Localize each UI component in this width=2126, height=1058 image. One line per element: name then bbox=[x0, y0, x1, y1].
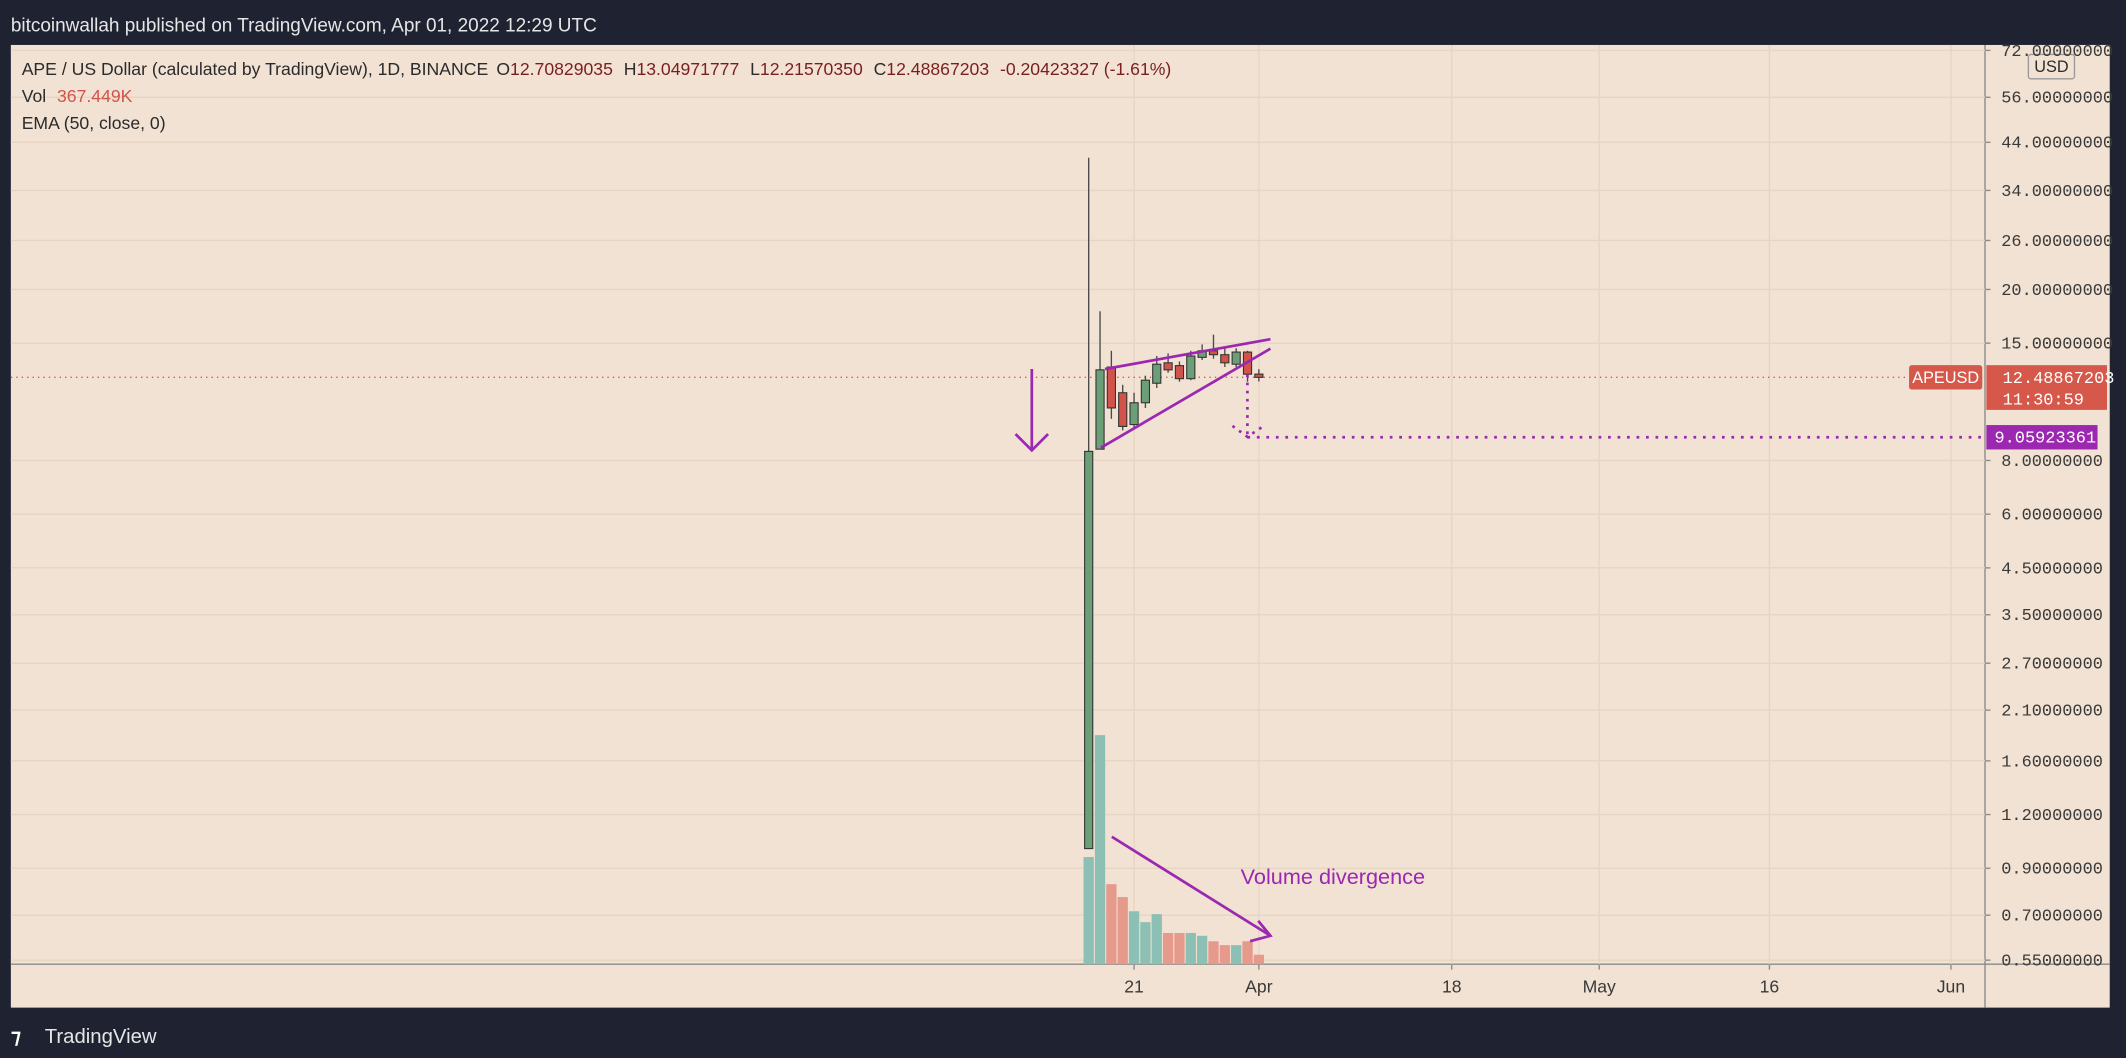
candle-body bbox=[1186, 355, 1196, 380]
volume-bar bbox=[1140, 922, 1151, 965]
candle-body bbox=[1118, 392, 1128, 427]
volume-bar bbox=[1242, 941, 1253, 965]
symbol: APE / US Dollar (calculated by TradingVi… bbox=[22, 59, 489, 79]
y-tick-label: 0.55000000 bbox=[2001, 953, 2103, 972]
vol-label: Vol bbox=[22, 86, 46, 106]
candle-body bbox=[1129, 402, 1139, 426]
candle-body bbox=[1231, 351, 1241, 365]
candle-body bbox=[1106, 366, 1116, 409]
y-tick-label: 0.70000000 bbox=[2001, 908, 2103, 927]
legend-symbol: APE / US Dollar (calculated by TradingVi… bbox=[22, 59, 1172, 79]
volume-bar bbox=[1196, 935, 1208, 965]
x-tick-label: May bbox=[1583, 977, 1616, 997]
volume-bar bbox=[1208, 941, 1219, 965]
target-label: 9.05923361 bbox=[1994, 430, 2096, 449]
footer-brand: TradingView bbox=[45, 1026, 157, 1048]
volume-bar bbox=[1117, 897, 1128, 965]
volume-arrow bbox=[1111, 835, 1272, 937]
countdown-label: 11:30:59 bbox=[2003, 391, 2084, 410]
annotation: Volume divergence bbox=[1241, 864, 1425, 889]
currency-box[interactable] bbox=[2027, 53, 2076, 80]
logo-mark: ⁊ bbox=[11, 1026, 21, 1048]
y-tick-label: 8.00000000 bbox=[2001, 453, 2103, 472]
y-tick-label: 34.00000000 bbox=[2001, 183, 2113, 202]
volume-bar bbox=[1162, 932, 1174, 965]
ohlc-value: 12.70829035 bbox=[510, 59, 613, 79]
drawings bbox=[1014, 337, 1273, 943]
ohlc-value: 12.21570350 bbox=[760, 59, 863, 79]
y-tick-label: 20.00000000 bbox=[2001, 282, 2113, 301]
y-tick-label: 56.00000000 bbox=[2001, 90, 2113, 109]
candle-body bbox=[1152, 363, 1162, 384]
grid bbox=[10, 44, 1985, 965]
x-tick-label: Apr bbox=[1245, 977, 1273, 997]
y-tick-label: 26.00000000 bbox=[2001, 233, 2113, 252]
legend-volume: Vol 367.449K bbox=[22, 86, 133, 106]
y-tick-label: 1.20000000 bbox=[2001, 807, 2103, 826]
candle-body bbox=[1254, 373, 1264, 378]
y-tick-label: 4.50000000 bbox=[2001, 560, 2103, 579]
ohlc-value: 13.04971777 bbox=[636, 59, 739, 79]
volume-bar bbox=[1174, 932, 1185, 965]
candle-body bbox=[1095, 369, 1105, 450]
marks bbox=[10, 157, 1985, 965]
price-label: 12.48867203 bbox=[2003, 370, 2115, 389]
chart-background bbox=[10, 44, 2110, 1008]
y-tick-label: 2.10000000 bbox=[2001, 703, 2103, 722]
ohlc-label: O bbox=[496, 59, 510, 79]
volume-bar bbox=[1231, 945, 1242, 965]
y-tick-label: 2.70000000 bbox=[2001, 656, 2103, 675]
wedge-upper bbox=[1104, 337, 1271, 371]
symbol-label: APEUSD bbox=[1912, 369, 1979, 387]
x-tick-label: 18 bbox=[1442, 977, 1462, 997]
ohlc-label: H bbox=[624, 59, 637, 79]
symbol-tag bbox=[1909, 365, 1983, 390]
volume-bar bbox=[1094, 735, 1106, 965]
volume-bar bbox=[1128, 911, 1140, 965]
legend-ema: EMA (50, close, 0) bbox=[22, 113, 166, 133]
y-tick-label: 1.60000000 bbox=[2001, 753, 2103, 772]
y-tick-label: 3.50000000 bbox=[2001, 607, 2103, 626]
y-tick-label: 15.00000000 bbox=[2001, 336, 2113, 355]
volume-bar bbox=[1185, 932, 1196, 965]
price-tag bbox=[1986, 365, 2108, 410]
candle-body bbox=[1163, 362, 1173, 371]
ohlc-value: 12.48867203 bbox=[886, 59, 989, 79]
ohlc-label: L bbox=[750, 59, 760, 79]
y-tick-label: 6.00000000 bbox=[2001, 507, 2103, 526]
change: -0.20423327 (-1.61%) bbox=[1000, 59, 1171, 79]
volume-bar bbox=[1151, 914, 1162, 965]
target-arrow-head bbox=[1231, 424, 1265, 439]
volume-arrow-head bbox=[1249, 919, 1273, 943]
candle-body bbox=[1208, 350, 1219, 356]
ohlc-label: C bbox=[874, 59, 887, 79]
currency: USD bbox=[2034, 58, 2068, 76]
y-tick-label: 0.90000000 bbox=[2001, 861, 2103, 880]
publisher-info: bitcoinwallah published on TradingView.c… bbox=[11, 15, 597, 36]
x-tick-label: 21 bbox=[1124, 977, 1144, 997]
candle-body bbox=[1220, 354, 1230, 364]
volume-bar bbox=[1253, 954, 1265, 965]
wedge-lower bbox=[1100, 347, 1272, 449]
y-tick-label: 72.00000000 bbox=[2001, 43, 2113, 62]
volume-bar bbox=[1083, 857, 1094, 965]
candle-body bbox=[1140, 379, 1151, 404]
volume-bar bbox=[1219, 945, 1230, 965]
target-tag bbox=[1986, 425, 2098, 450]
x-tick-label: 16 bbox=[1760, 977, 1780, 997]
candle-body bbox=[1084, 450, 1094, 850]
x-tick-label: Jun bbox=[1937, 977, 1965, 997]
y-tick-label: 44.00000000 bbox=[2001, 135, 2113, 154]
candle-body bbox=[1174, 365, 1185, 380]
vol-value: 367.449K bbox=[57, 86, 133, 106]
down-arrow-head bbox=[1014, 433, 1050, 453]
volume-bar bbox=[1106, 884, 1117, 965]
